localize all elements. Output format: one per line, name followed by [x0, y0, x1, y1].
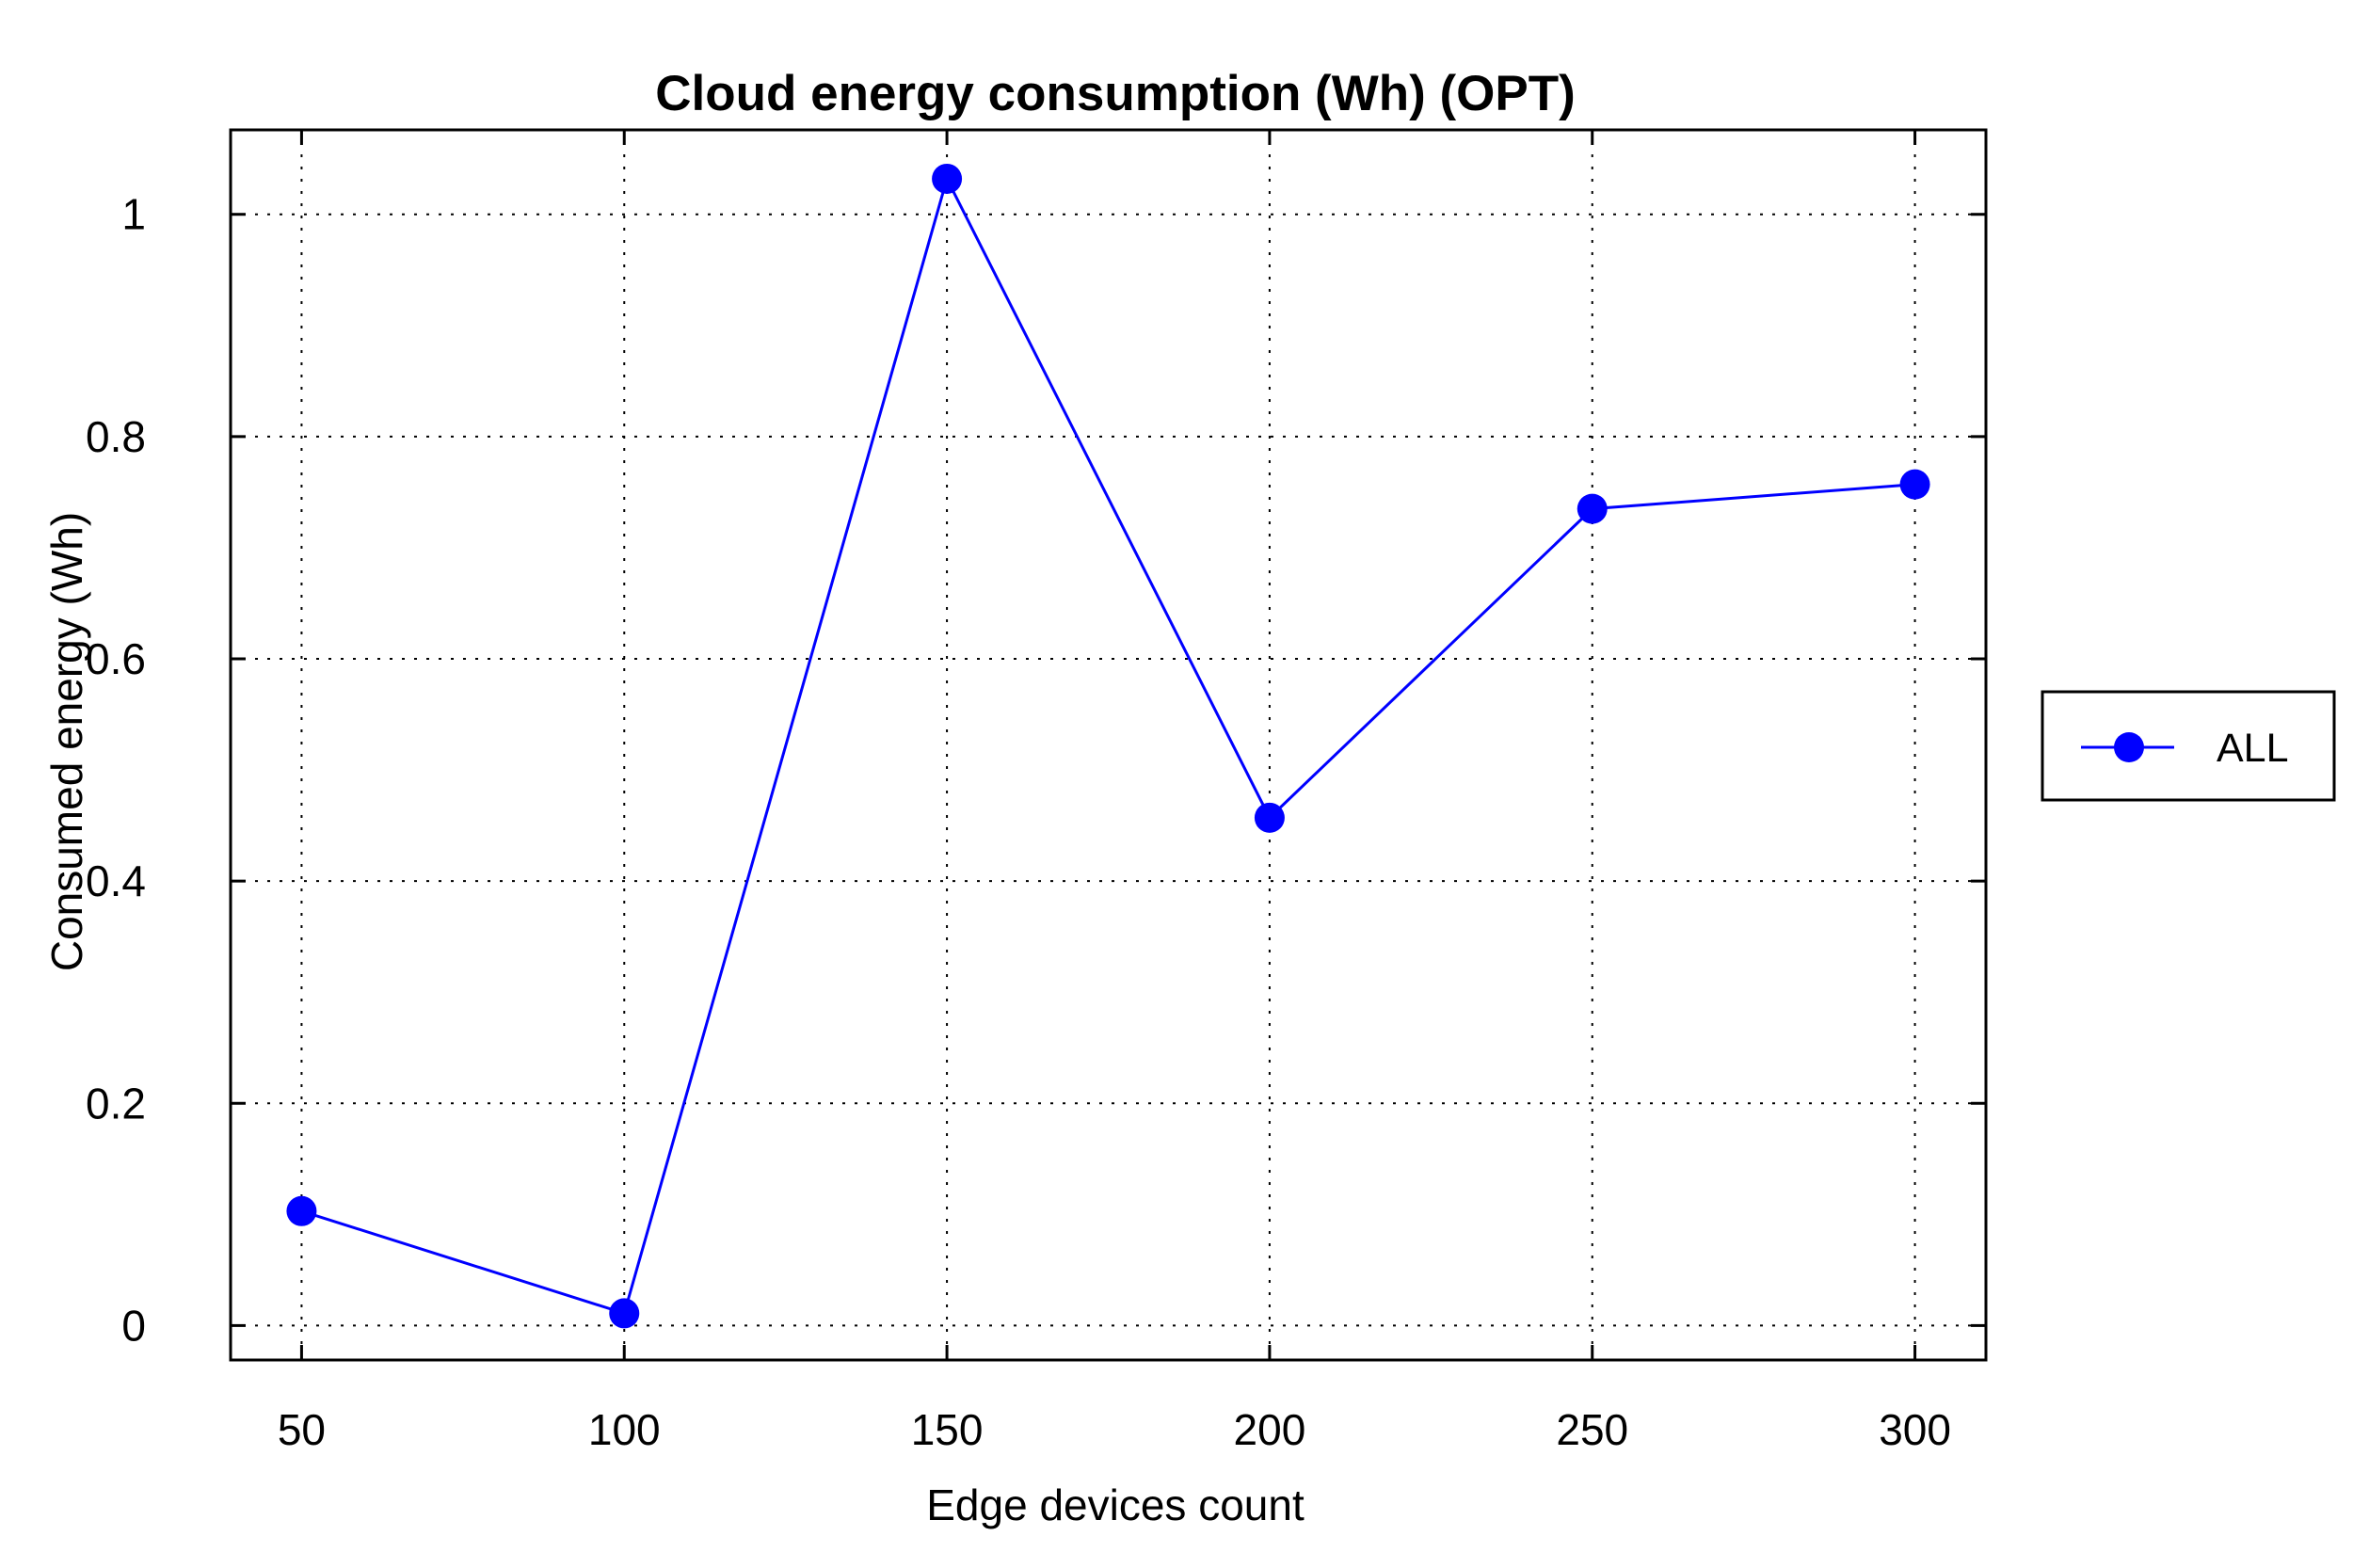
grid [231, 130, 1986, 1360]
data-point [1254, 802, 1285, 833]
series-layer [286, 163, 1930, 1329]
x-tick-label: 50 [278, 1405, 326, 1454]
y-tick-labels: 0 0.2 0.4 0.6 0.8 1 [86, 190, 146, 1351]
y-axis-label: Consumed energy (Wh) [42, 512, 91, 971]
series-line-all [300, 174, 1915, 1316]
legend-marker-all [2114, 732, 2144, 762]
legend-label-all: ALL [2217, 726, 2289, 771]
x-axis-label: Edge devices count [926, 1480, 1305, 1529]
y-tick-label: 0 [121, 1301, 146, 1350]
y-tick-label: 0.4 [86, 856, 146, 905]
data-point [1577, 493, 1608, 524]
data-point [1899, 469, 1930, 500]
x-tick-label: 150 [911, 1405, 984, 1454]
x-tick-label: 100 [588, 1405, 661, 1454]
x-tick-label: 250 [1556, 1405, 1628, 1454]
data-point [932, 163, 963, 194]
x-tick-label: 300 [1879, 1405, 1951, 1454]
y-tick-label: 1 [121, 190, 146, 239]
x-tick-label: 200 [1234, 1405, 1306, 1454]
axis-ticks [231, 130, 1986, 1360]
y-tick-label: 0.2 [86, 1079, 146, 1128]
x-tick-labels: 50 100 150 200 250 300 [278, 1405, 1951, 1454]
chart-title: Cloud energy consumption (Wh) (OPT) [655, 66, 1575, 121]
plot-frame [229, 128, 1988, 1362]
y-tick-label: 0.8 [86, 412, 146, 461]
y-tick-label: 0.6 [86, 634, 146, 683]
data-point [609, 1298, 640, 1329]
legend: ALL [2041, 690, 2336, 802]
data-point [286, 1195, 317, 1226]
